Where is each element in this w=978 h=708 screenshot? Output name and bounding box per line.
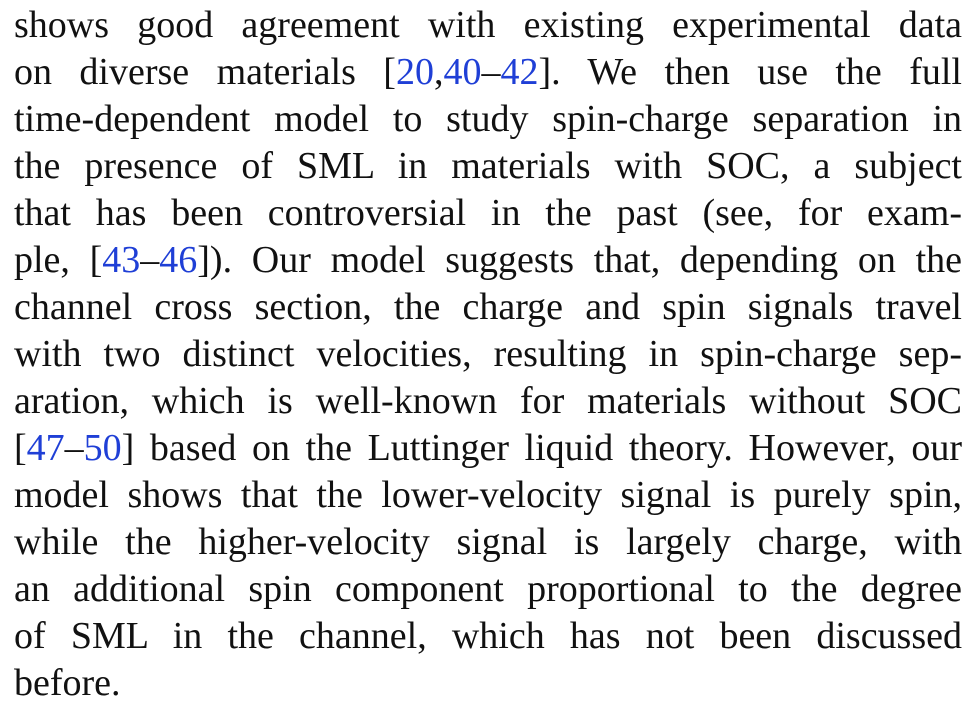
- text-line: shows good agreement with existing exper…: [14, 2, 962, 49]
- text-segment: ,: [433, 51, 444, 93]
- text-segment: –: [481, 51, 501, 93]
- text-line: before.: [14, 660, 962, 707]
- text-segment: that has been controversial in the past …: [14, 192, 962, 234]
- text-segment: channel cross section, the charge and sp…: [14, 286, 962, 328]
- text-line: that has been controversial in the past …: [14, 190, 962, 237]
- text-segment: an additional spin component proportiona…: [14, 568, 962, 610]
- text-segment: on diverse materials [: [14, 51, 396, 93]
- text-line: model shows that the lower-velocity sign…: [14, 472, 962, 519]
- text-line: time-dependent model to study spin-charg…: [14, 96, 962, 143]
- body-paragraph: shows good agreement with existing exper…: [14, 2, 962, 707]
- text-segment: while the higher-velocity signal is larg…: [14, 521, 962, 563]
- text-line: the presence of SML in materials with SO…: [14, 143, 962, 190]
- text-segment: of SML in the channel, which has not bee…: [14, 615, 962, 657]
- text-segment: [: [14, 427, 27, 469]
- text-line: [47–50] based on the Luttinger liquid th…: [14, 425, 962, 472]
- text-line: an additional spin component proportiona…: [14, 566, 962, 613]
- text-segment: aration, which is well-known for materia…: [14, 380, 962, 422]
- text-segment: the presence of SML in materials with SO…: [14, 145, 962, 187]
- text-segment: ] based on the Luttinger liquid theory. …: [121, 427, 962, 469]
- text-segment: with two distinct velocities, resulting …: [14, 333, 962, 375]
- citation-link[interactable]: 20: [395, 51, 434, 93]
- text-line: ple, [43–46]). Our model suggests that, …: [14, 237, 962, 284]
- text-line: with two distinct velocities, resulting …: [14, 331, 962, 378]
- text-segment: model shows that the lower-velocity sign…: [14, 474, 962, 516]
- citation-link[interactable]: 43: [102, 239, 141, 281]
- citation-link[interactable]: 47: [26, 427, 65, 469]
- text-segment: ]. We then use the full: [538, 51, 962, 93]
- text-segment: ]). Our model suggests that, depending o…: [197, 239, 963, 281]
- citation-link[interactable]: 50: [83, 427, 122, 469]
- text-segment: time-dependent model to study spin-charg…: [14, 98, 962, 140]
- citation-link[interactable]: 40: [443, 51, 482, 93]
- citation-link[interactable]: 42: [500, 51, 539, 93]
- text-segment: –: [140, 239, 160, 281]
- text-line: while the higher-velocity signal is larg…: [14, 519, 962, 566]
- citation-link[interactable]: 46: [159, 239, 198, 281]
- text-line: on diverse materials [20,40–42]. We then…: [14, 49, 962, 96]
- text-line: channel cross section, the charge and sp…: [14, 284, 962, 331]
- text-segment: shows good agreement with existing exper…: [14, 4, 962, 46]
- text-segment: before.: [14, 662, 121, 704]
- text-segment: –: [64, 427, 84, 469]
- text-line: aration, which is well-known for materia…: [14, 378, 962, 425]
- text-segment: ple, [: [14, 239, 103, 281]
- text-line: of SML in the channel, which has not bee…: [14, 613, 962, 660]
